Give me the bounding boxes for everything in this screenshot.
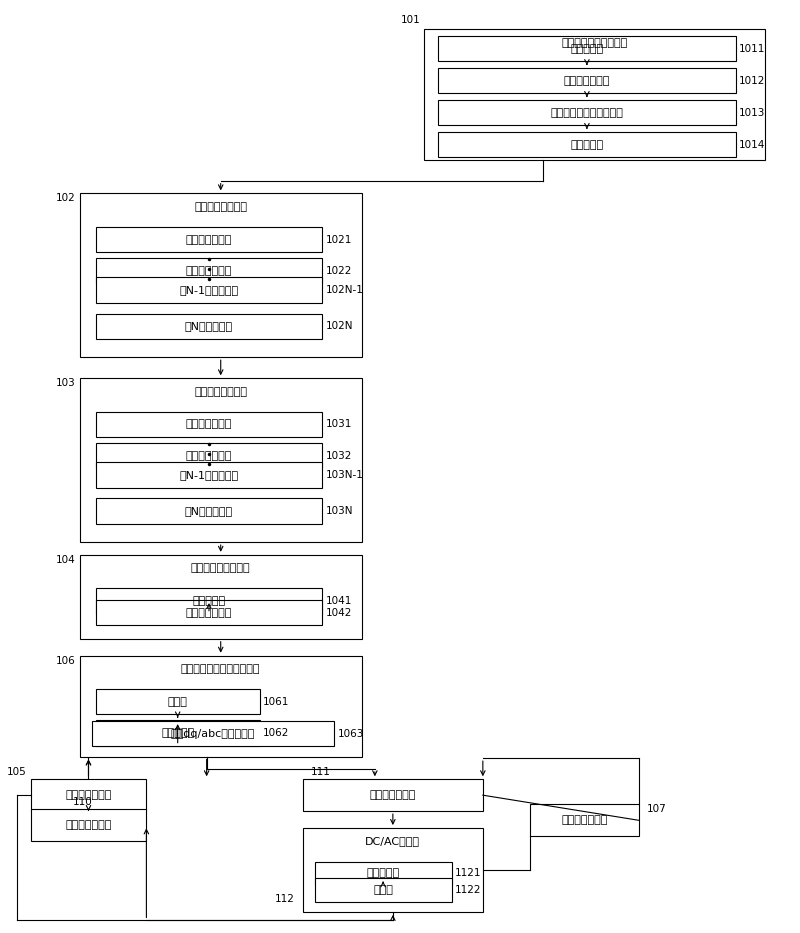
Text: 主电路: 主电路 [373, 885, 393, 895]
Text: 102N-1: 102N-1 [326, 285, 363, 295]
Bar [424, 29, 765, 160]
Text: 101: 101 [401, 15, 420, 25]
Text: 组合式模态滤波器: 组合式模态滤波器 [194, 202, 247, 212]
Text: 补偿电流检测器: 补偿电流检测器 [66, 820, 112, 830]
Text: 1061: 1061 [263, 697, 290, 707]
Text: 110: 110 [73, 797, 93, 807]
Bar [530, 804, 639, 836]
Text: 第N-1模态滤波器: 第N-1模态滤波器 [179, 285, 238, 295]
Text: 第一模态滤波器: 第一模态滤波器 [186, 234, 232, 244]
Text: 第二加法器: 第二加法器 [161, 728, 194, 738]
Text: 第一比例移相器: 第一比例移相器 [186, 420, 232, 429]
Bar [95, 258, 322, 284]
Bar [80, 656, 362, 757]
Text: 1042: 1042 [326, 607, 352, 618]
Text: 模态控制信号综合器: 模态控制信号综合器 [191, 564, 250, 573]
Bar [95, 498, 322, 523]
Bar [30, 779, 146, 811]
Text: DC/AC变换器: DC/AC变换器 [366, 836, 420, 846]
Text: 1041: 1041 [326, 596, 352, 606]
Text: 前置滤波器: 前置滤波器 [570, 140, 603, 149]
Text: 105: 105 [7, 767, 26, 776]
Text: 1031: 1031 [326, 420, 352, 429]
Bar [314, 878, 451, 902]
Bar [438, 100, 735, 125]
Bar [438, 36, 735, 62]
Text: 第N模态滤波器: 第N模态滤波器 [185, 321, 233, 331]
Bar [95, 462, 322, 488]
Bar [95, 313, 322, 339]
Text: 103N-1: 103N-1 [326, 470, 363, 480]
Text: 转速检测与前置处理器: 转速检测与前置处理器 [562, 38, 627, 48]
Bar [95, 227, 322, 252]
Text: 112: 112 [275, 895, 295, 904]
Text: 第二比例移相器: 第二比例移相器 [186, 451, 232, 461]
Text: 第二模态滤波器: 第二模态滤波器 [186, 266, 232, 275]
Text: 直流电压测量器: 直流电压测量器 [562, 815, 608, 826]
Text: 次同步补偿电流指令计算器: 次同步补偿电流指令计算器 [181, 664, 261, 674]
Text: 第N-1比例移相器: 第N-1比例移相器 [179, 470, 238, 480]
Bar [80, 378, 362, 542]
Text: 第N比例移相器: 第N比例移相器 [185, 506, 233, 516]
Bar [303, 828, 483, 912]
Text: 1121: 1121 [454, 869, 481, 878]
Text: 组合式比例移相器: 组合式比例移相器 [194, 386, 247, 397]
Text: 1062: 1062 [263, 728, 290, 738]
Text: 104: 104 [56, 555, 76, 564]
Text: 1011: 1011 [738, 44, 765, 54]
Bar [95, 720, 260, 745]
Text: 第一加法器: 第一加法器 [193, 596, 226, 606]
Bar [80, 555, 362, 639]
Text: 107: 107 [647, 804, 667, 815]
Bar [30, 810, 146, 842]
Bar [438, 68, 735, 93]
Bar [95, 600, 322, 625]
Text: 脉冲发生器: 脉冲发生器 [366, 869, 400, 878]
Bar [92, 721, 334, 746]
Text: 轴系转速偏差信号获取器: 轴系转速偏差信号获取器 [550, 107, 623, 118]
Text: 第一限幅处理器: 第一限幅处理器 [186, 607, 232, 618]
Bar [95, 689, 260, 715]
Bar [95, 277, 322, 302]
Bar [438, 132, 735, 157]
Text: 1032: 1032 [326, 451, 352, 461]
Bar [314, 861, 451, 885]
Text: 第一低通滤波器: 第一低通滤波器 [564, 76, 610, 86]
Text: 1013: 1013 [738, 107, 765, 118]
Text: 1014: 1014 [738, 140, 765, 149]
Text: 103N: 103N [326, 506, 353, 516]
Text: 103: 103 [56, 378, 76, 388]
Bar [95, 589, 322, 614]
Text: 111: 111 [310, 767, 330, 776]
Bar [80, 193, 362, 357]
Text: 1022: 1022 [326, 266, 352, 275]
Text: 母线电压测量器: 母线电压测量器 [66, 790, 112, 801]
Bar [303, 779, 483, 811]
Text: 转速传感器: 转速传感器 [570, 44, 603, 54]
Text: 102: 102 [56, 193, 76, 203]
Text: 1063: 1063 [338, 729, 364, 739]
Text: 电流差拍控制器: 电流差拍控制器 [370, 790, 416, 801]
Text: 1021: 1021 [326, 234, 352, 244]
Text: 106: 106 [56, 656, 76, 665]
Text: 102N: 102N [326, 321, 353, 331]
Text: 锁相环: 锁相环 [168, 697, 188, 707]
Text: 第一dq/abc坐标变换器: 第一dq/abc坐标变换器 [170, 729, 255, 739]
Bar [95, 411, 322, 437]
Bar [95, 443, 322, 468]
Text: 1012: 1012 [738, 76, 765, 86]
Text: 1122: 1122 [454, 885, 481, 895]
